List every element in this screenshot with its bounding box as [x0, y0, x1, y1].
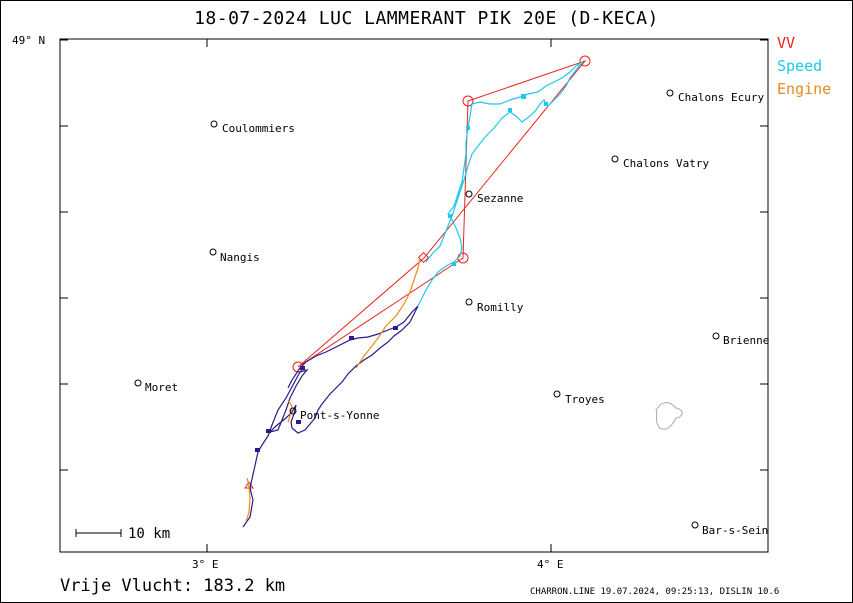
place-nangis-marker: [209, 248, 217, 256]
lake-outline: [655, 402, 683, 430]
place-sezanne: Sezanne: [477, 192, 523, 205]
place-chalons-ecury: Chalons Ecury: [678, 91, 764, 104]
scale-bar: 10 km: [75, 526, 170, 542]
place-markers: [134, 89, 720, 529]
place-brienne-marker: [712, 332, 720, 340]
place-labels: Coulommiers Nangis Moret Pont-s-Yonne Se…: [145, 91, 769, 537]
lon-ticks: [206, 39, 552, 552]
place-moret-marker: [134, 379, 142, 387]
place-troyes: Troyes: [565, 393, 605, 406]
lon-label-3e: 3° E: [192, 558, 219, 571]
map-border: [59, 38, 769, 553]
place-chalons-vatry: Chalons Vatry: [623, 157, 709, 170]
place-brienne: Brienne: [723, 334, 769, 347]
place-romilly: Romilly: [477, 301, 524, 314]
place-bar-s-sein-marker: [691, 521, 699, 529]
lat-label: 49° N: [12, 34, 45, 47]
place-sezanne-marker: [465, 190, 473, 198]
place-coulommiers-marker: [210, 120, 218, 128]
speed-markers: [448, 94, 548, 266]
place-chalons-vatry-marker: [611, 155, 619, 163]
place-coulommiers: Coulommiers: [222, 122, 295, 135]
legend-engine: Engine: [777, 80, 832, 98]
place-moret: Moret: [145, 381, 178, 394]
chart-title: 18-07-2024 LUC LAMMERANT PIK 20E (D-KECA…: [194, 8, 659, 29]
track-speed: [417, 61, 583, 307]
place-pont-s-yonne-marker: [289, 407, 297, 415]
place-romilly-marker: [465, 298, 473, 306]
place-nangis: Nangis: [220, 251, 260, 264]
svg-text:10 km: 10 km: [128, 526, 170, 542]
place-troyes-marker: [553, 390, 561, 398]
track-low-speed: [242, 305, 419, 528]
place-pont-s-yonne: Pont-s-Yonne: [300, 409, 379, 422]
lon-label-4e: 4° E: [537, 558, 564, 571]
place-chalons-ecury-marker: [666, 89, 674, 97]
low-speed-markers: [255, 326, 398, 452]
legend-vv: VV: [777, 34, 796, 52]
free-flight-distance: Vrije Vlucht: 183.2 km: [60, 576, 286, 596]
footer-credit: CHARRON.LINE 19.07.2024, 09:25:13, DISLI…: [530, 587, 780, 597]
place-bar-s-sein: Bar-s-Sein: [702, 524, 768, 537]
lat-ticks: [60, 39, 768, 471]
legend-speed: Speed: [777, 57, 823, 75]
track-engine: [245, 257, 421, 523]
